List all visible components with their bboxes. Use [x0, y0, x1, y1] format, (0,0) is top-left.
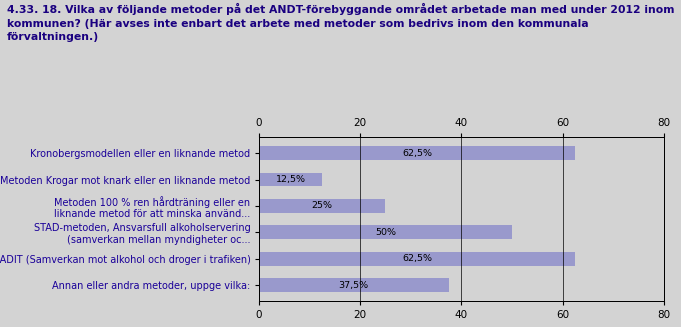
Bar: [259, 199, 385, 213]
Bar: [259, 278, 449, 292]
Text: 62,5%: 62,5%: [402, 149, 432, 158]
Text: 37,5%: 37,5%: [338, 281, 369, 289]
Text: 12,5%: 12,5%: [275, 175, 306, 184]
Bar: [259, 252, 575, 266]
Bar: [259, 225, 512, 239]
Bar: [259, 146, 575, 160]
Text: 25%: 25%: [312, 201, 332, 210]
Bar: [259, 173, 322, 186]
Text: 4.33. 18. Vilka av följande metoder på det ANDT-förebyggande området arbetade ma: 4.33. 18. Vilka av följande metoder på d…: [7, 3, 674, 42]
Text: 50%: 50%: [375, 228, 396, 237]
Text: 62,5%: 62,5%: [402, 254, 432, 263]
